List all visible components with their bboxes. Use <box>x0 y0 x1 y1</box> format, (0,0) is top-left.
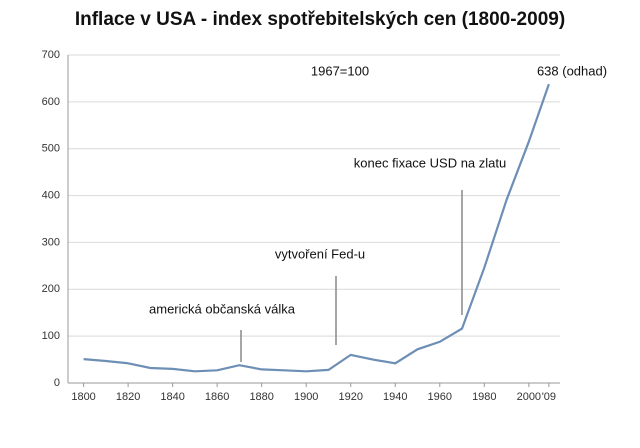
x-tick-label: 1840 <box>160 391 184 403</box>
annotation: americká občanská válka <box>149 301 296 316</box>
x-tick-label: 1940 <box>383 391 407 403</box>
y-tick-label: 100 <box>42 330 60 342</box>
chart-title: Inflace v USA - index spotřebitelských c… <box>75 9 565 30</box>
x-tick-label: 1860 <box>205 391 229 403</box>
annotation: 1967=100 <box>311 63 369 78</box>
x-tick-label: 1800 <box>71 391 95 403</box>
annotation: vytvoření Fed-u <box>275 246 365 261</box>
x-tick-label: 1820 <box>116 391 140 403</box>
x-tick-label: '09 <box>542 391 556 403</box>
annotation: konec fixace USD na zlatu <box>354 155 506 170</box>
x-tick-label: 1960 <box>428 391 452 403</box>
y-tick-label: 200 <box>42 283 60 295</box>
x-tick-label: 1980 <box>472 391 496 403</box>
y-tick-label: 700 <box>42 49 60 61</box>
y-tick-label: 0 <box>54 377 60 389</box>
annotation: 638 (odhad) <box>537 63 607 78</box>
x-tick-label: 1880 <box>249 391 273 403</box>
y-tick-label: 300 <box>42 236 60 248</box>
y-tick-label: 400 <box>42 189 60 201</box>
y-tick-label: 500 <box>42 143 60 155</box>
x-tick-label: 1900 <box>294 391 318 403</box>
y-tick-label: 600 <box>42 96 60 108</box>
line-series <box>83 83 550 373</box>
x-tick-label: 2000 <box>517 391 541 403</box>
x-tick-label: 1920 <box>338 391 362 403</box>
